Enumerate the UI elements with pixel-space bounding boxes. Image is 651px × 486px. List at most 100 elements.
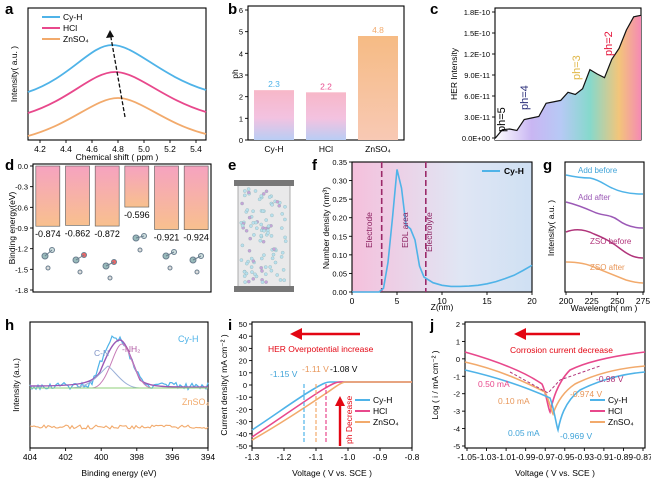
c-y-ticklabel-3: 9.0E-11 (464, 71, 490, 80)
h-peak-nh2 (91, 343, 153, 389)
panel-b-ylabel: ph (230, 69, 240, 79)
e-electrode-bottom (234, 286, 294, 292)
j-legend-zn: ZnSO₄ (608, 417, 634, 427)
e-molecule (243, 189, 247, 193)
d-value-1: -0.862 (65, 228, 91, 238)
panel-j-ylabel: Log ( i / mA cm⁻² ) (430, 350, 440, 419)
c-y-ticklabel-5: 1.5E-10 (464, 29, 490, 38)
e-molecule (269, 268, 274, 273)
f-y-ticklabel-5: 0.25 (332, 195, 347, 204)
d-y-ticklabel-3: -0.9 (15, 224, 28, 233)
panel-a-legend: Cy-H HCl ZnSO₄ (42, 12, 89, 44)
e-electrode-top (234, 180, 294, 186)
e-molecule (245, 208, 250, 212)
a-legend-hcl: HCl (63, 23, 77, 33)
panel-f-ylabel: Number density (nm³) (321, 187, 331, 269)
panel-i-label: i (228, 317, 232, 334)
f-y-ticklabel-7: 0.35 (332, 158, 347, 167)
i-y-ticklabel-0: -50 (236, 442, 247, 451)
d-value-0: -0.874 (35, 229, 61, 239)
e-molecule (283, 217, 287, 222)
c-y-ticklabel-1: 3.0E-11 (464, 113, 490, 122)
panel-h-ylabel: Intensity (a.u.) (11, 358, 21, 412)
a-x-ticklabel-2: 4.6 (86, 144, 98, 154)
e-molecule (251, 209, 255, 213)
g-label-zso-after: ZSO after (590, 263, 625, 272)
e-molecule (245, 261, 249, 266)
b-y-ticklabel-5: 5 (239, 28, 243, 37)
i-y-ticklabel-5: 0 (243, 381, 247, 390)
e-molecule (264, 272, 268, 276)
i-y-ticklabel-8: 30 (239, 344, 247, 353)
j-current-cyh: 0.05 mA (508, 428, 540, 438)
j-curve-hcl (464, 351, 646, 415)
panel-e-label: e (228, 157, 236, 174)
i-onset-hcl: -1.11 V (302, 364, 329, 374)
panel-h-xticks: 404 402 400 398 396 394 (23, 448, 215, 462)
panel-c-ylabel: HER Intensity (449, 47, 459, 100)
a-x-ticklabel-3: 4.8 (112, 144, 124, 154)
d-y-ticklabel-1: -0.3 (15, 183, 28, 192)
i-arrow-text: HER Overpotential increase (268, 344, 374, 354)
e-molecule (259, 233, 263, 238)
f-x-ticklabel-2: 10 (437, 296, 447, 306)
panel-c-label: c (430, 1, 438, 18)
e-molecule (249, 265, 254, 269)
g-curve-add-before (565, 174, 644, 195)
e-molecule (270, 213, 274, 218)
e-molecule (239, 258, 244, 262)
e-molecule (275, 273, 279, 277)
e-molecule (243, 193, 247, 198)
e-molecule (280, 212, 284, 216)
e-molecule (278, 278, 283, 282)
f-region-electrode: Electrode (364, 212, 374, 248)
c-y-ticklabel-6: 1.8E-10 (464, 8, 490, 17)
f-background (352, 162, 532, 292)
e-molecule (240, 201, 244, 206)
b-value-1: 2.2 (320, 81, 332, 91)
g-curve-zso-after (565, 261, 644, 284)
e-molecule (251, 221, 256, 225)
j-y-ticklabel-7: -5 (453, 442, 460, 451)
panel-j: j 210-1-2-3-4-5 -1.05 -1.03 -1.01 -0.99 -0.9… (429, 317, 651, 478)
panel-g-ylabel: Intensity( a.u. ) (546, 200, 556, 256)
e-molecule (244, 229, 249, 233)
e-molecule (243, 280, 247, 284)
h-x-ticklabel-0: 404 (23, 452, 37, 462)
h-spectrum-cyh (29, 335, 209, 391)
g-label-zso-before: ZSO before (590, 237, 632, 246)
i-x-ticklabel-5: -0.8 (405, 452, 420, 462)
panel-f-xticks: 0 5 10 15 20 (350, 292, 537, 306)
h-spectrum-zn (29, 424, 209, 430)
j-y-ticklabel-6: -4 (453, 425, 460, 434)
i-y-ticklabel-4: -10 (236, 393, 247, 402)
c-annot-ph5: ph=5 (496, 107, 508, 132)
e-molecule (248, 236, 252, 241)
c-area (495, 15, 641, 140)
j-curve-cyh (464, 369, 646, 434)
i-legend-zn: ZnSO₄ (373, 417, 399, 427)
j-y-ticklabel-3: -1 (453, 372, 460, 381)
b-y-ticklabel-6: 6 (239, 6, 243, 15)
i-legend: Cy-H HCl ZnSO₄ (355, 395, 399, 427)
d-molecule-4 (132, 233, 147, 253)
j-x-ticklabel-0: -1.05 (457, 452, 477, 462)
panel-d-ylabel: Binding energy(eV) (7, 191, 17, 264)
j-legend-cyh: Cy-H (608, 395, 627, 405)
panel-a-curves (27, 30, 207, 137)
i-curve-hcl (251, 381, 412, 438)
e-molecule (244, 271, 249, 276)
j-tafel-fit (509, 365, 601, 394)
i-y-ticklabel-7: 20 (239, 357, 247, 366)
a-curve-zn (27, 97, 207, 137)
b-y-ticklabel-3: 3 (239, 71, 243, 80)
e-molecule (272, 247, 276, 251)
d-bar-3 (124, 165, 150, 208)
i-onset-cyh: -1.15 V (270, 369, 298, 379)
e-molecule (264, 189, 269, 194)
g-x-ticklabel-2: 250 (610, 296, 624, 306)
panel-d-bars: -0.874 -0.862 -0.872 -0.596 -0.921 -0.924 (35, 165, 209, 243)
i-onset-zn: -1.08 V (330, 364, 358, 374)
panel-h-label: h (5, 317, 14, 334)
h-label-cyh: Cy-H (178, 334, 199, 344)
